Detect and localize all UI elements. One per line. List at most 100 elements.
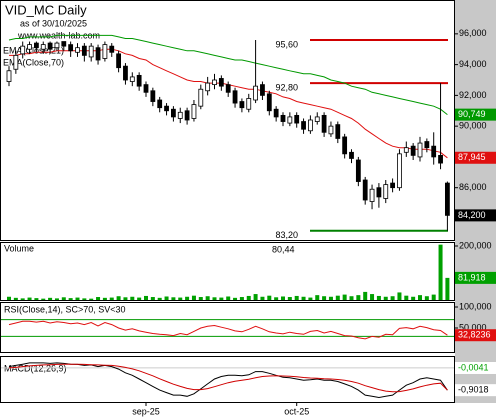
- macd-line: [8, 362, 448, 399]
- candle-body: [61, 41, 67, 47]
- candle-body: [157, 99, 163, 109]
- volume-bar: [418, 295, 422, 300]
- candle-body: [239, 101, 245, 109]
- candle-body: [342, 136, 348, 155]
- value-tag: [455, 209, 496, 222]
- macd-panel: [0, 356, 455, 403]
- candle-body: [362, 179, 368, 201]
- candle-body: [191, 104, 197, 119]
- value-tag-label: 84,200: [458, 210, 486, 220]
- volume-bar: [411, 296, 416, 300]
- volume-bar: [68, 298, 73, 300]
- candle-body: [13, 54, 19, 70]
- volume-bar: [233, 297, 238, 300]
- y-tick-label: 96,000: [459, 28, 487, 38]
- volume-bar: [356, 295, 361, 300]
- volume-bar: [191, 295, 196, 300]
- value-tag-label: 81,918: [458, 272, 486, 282]
- volume-bar: [260, 296, 265, 300]
- volume-bar: [61, 297, 66, 300]
- value-tag-label: 87,945: [458, 152, 486, 162]
- candle-body: [164, 105, 169, 112]
- volume-bar: [294, 295, 299, 300]
- level-label: 83,20: [275, 230, 298, 240]
- volume-bar: [335, 295, 340, 300]
- candle-body: [349, 151, 354, 159]
- candle-body: [321, 114, 327, 133]
- value-tag-label: -0,0041: [458, 362, 489, 372]
- candle-body: [184, 110, 190, 121]
- value-tag-label: 32,8236: [458, 330, 491, 340]
- y-tick-label: 50,000: [459, 322, 487, 332]
- volume-bar: [246, 295, 251, 300]
- volume-bar: [390, 296, 395, 300]
- volume-bar: [150, 297, 155, 300]
- y-tick-label: 90,000: [459, 121, 487, 131]
- ema-line: [8, 34, 448, 115]
- candle-body: [403, 147, 409, 153]
- volume-bar: [376, 295, 381, 300]
- volume-bar: [178, 297, 183, 300]
- volume-bar: [164, 296, 169, 300]
- volume-bar: [404, 295, 409, 300]
- candle-body: [369, 188, 375, 202]
- candle-body: [232, 90, 238, 104]
- volume-bar: [89, 298, 94, 300]
- candle-body: [266, 93, 272, 112]
- x-tick-label: oct-25: [284, 406, 309, 416]
- candle-body: [355, 159, 361, 182]
- candle-body: [102, 44, 108, 59]
- volume-panel: [0, 242, 455, 301]
- volume-bar: [253, 294, 258, 300]
- legend-entry: EMA(Close,21): [3, 45, 64, 55]
- candle-body: [75, 47, 80, 53]
- candle-body: [301, 121, 306, 130]
- candle-body: [410, 145, 416, 156]
- volume-bar: [123, 297, 128, 300]
- candle-body: [280, 114, 286, 122]
- y-tick-label: 92,000: [459, 90, 487, 100]
- volume-bar: [219, 297, 224, 300]
- candle-body: [81, 45, 87, 56]
- rsi-panel: [0, 302, 455, 353]
- volume-bar: [75, 297, 80, 300]
- volume-bar: [328, 296, 333, 300]
- candle-body: [54, 42, 60, 49]
- level-label: 95,60: [275, 39, 298, 49]
- candle-body: [438, 154, 443, 164]
- volume-bar: [308, 297, 313, 300]
- value-tag: [455, 151, 496, 164]
- candle-body: [143, 84, 149, 93]
- volume-bar: [281, 296, 285, 300]
- value-tag: [455, 384, 496, 397]
- volume-bar: [349, 296, 354, 300]
- value-tag-label: -0,9018: [458, 385, 489, 395]
- candle-body: [47, 42, 53, 50]
- volume-bar: [370, 294, 375, 300]
- candle-body: [123, 65, 128, 81]
- candle-body: [444, 182, 450, 216]
- candle-body: [170, 108, 176, 118]
- volume-bar: [315, 295, 320, 300]
- candle-body: [287, 116, 293, 124]
- macd-line: [8, 363, 448, 393]
- y-tick-label: 100,000: [459, 301, 492, 311]
- volume-bar: [397, 292, 402, 300]
- value-tag: [455, 108, 496, 121]
- volume-bar: [424, 296, 429, 300]
- candle-body: [307, 119, 313, 132]
- candle-body: [253, 85, 259, 101]
- volume-bar: [34, 298, 39, 300]
- volume-bar: [137, 297, 142, 300]
- candle-body: [417, 142, 423, 158]
- candle-body: [95, 47, 101, 61]
- candle-body: [260, 84, 265, 96]
- candle-body: [198, 88, 204, 107]
- candle-body: [390, 182, 396, 189]
- volume-bar: [157, 297, 162, 300]
- candle-body: [314, 116, 320, 122]
- volume-bar: [322, 296, 327, 300]
- x-tick-label: sep-25: [132, 406, 160, 416]
- candle-body: [177, 111, 183, 119]
- volume-bar: [130, 296, 135, 300]
